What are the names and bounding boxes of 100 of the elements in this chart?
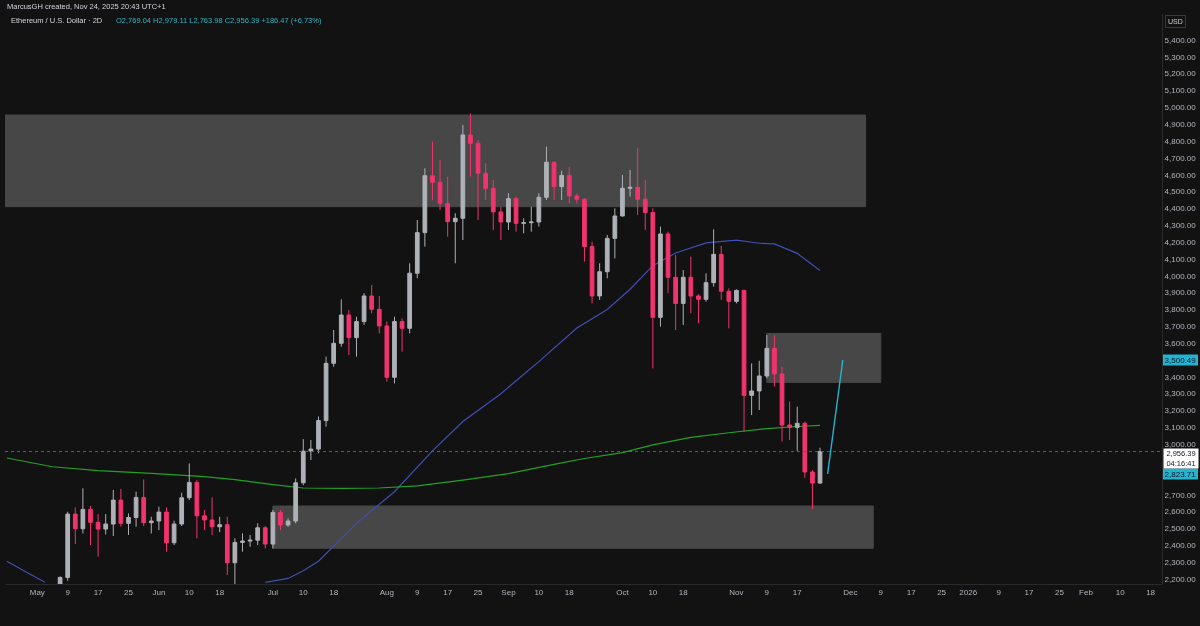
candlestick [604,234,610,279]
candlestick [794,406,800,452]
x-tick-label: Dec [843,587,858,597]
candlestick [772,334,777,388]
candlestick [171,520,177,546]
candlestick [574,192,580,204]
candlestick [278,509,283,531]
candlestick [399,317,405,353]
candlestick [194,479,200,539]
candlestick [430,141,435,201]
candlestick [80,487,86,534]
x-tick-label: 18 [329,587,339,597]
candlestick [680,269,686,326]
candlestick [156,506,162,531]
x-tick-label: 25 [937,587,947,597]
candlestick [346,309,352,356]
candlestick [65,511,71,582]
candlestick [308,439,314,461]
x-tick-label: 18 [1146,587,1156,597]
candlestick [506,192,511,231]
candlestick [566,166,572,204]
candlestick [536,192,542,228]
candlestick [544,146,549,201]
candlestick [361,292,367,326]
candlestick [749,362,754,416]
x-tick-label: 10 [534,587,544,597]
candlestick [376,295,382,334]
candlestick [255,522,261,546]
candlestick [468,112,473,178]
candlestick [688,256,694,314]
y-tick-label: 3,000.00 [1164,440,1197,449]
candlestick [126,512,131,536]
candlestick [164,506,169,553]
y-tick-label: 4,100.00 [1164,254,1197,264]
y-tick-label: 4,200.00 [1164,237,1197,247]
candlestick [88,505,93,546]
x-tick-label: 17 [443,587,453,597]
candlestick [300,438,306,486]
candlestick [262,525,268,549]
candlestick [384,321,390,383]
x-tick-label: 2026 [959,587,978,597]
candlestick [369,284,375,314]
candlestick [103,513,109,535]
candlestick [551,161,557,201]
y-tick-label: 4,700.00 [1164,153,1197,163]
candlestick [627,169,633,198]
y-tick-label: 5,000.00 [1164,103,1197,113]
x-tick-label: 9 [996,587,1002,597]
candlestick [414,219,420,279]
x-tick-label: 17 [792,587,803,597]
candlestick [635,147,641,216]
candlestick [642,179,648,231]
y-tick-label: 3,600.00 [1164,338,1197,348]
candlestick [528,206,534,233]
candlestick [559,170,565,201]
candlestick [460,124,466,241]
candlestick [110,489,116,537]
candlestick [521,217,527,234]
y-tick-label: 3,100.00 [1164,423,1197,433]
y-tick-label: 4,500.00 [1164,187,1197,197]
y-tick-label: 3,700.00 [1164,322,1197,332]
x-tick-label: 18 [678,587,689,597]
y-tick-label: 3,200.00 [1164,406,1197,416]
candlestick [407,262,413,334]
x-tick-label: Oct [616,587,630,597]
candlestick [270,509,276,549]
y-tick-label: 2,300.00 [1164,557,1197,567]
candlestick [718,245,724,301]
candlestick [133,491,139,528]
candlestick [597,262,603,301]
candlestick [779,366,785,443]
candlestick [338,298,344,348]
candlestick [498,206,504,241]
candlestick [810,469,815,510]
candlestick [802,421,808,479]
candlestick [445,176,451,238]
candlestick [209,496,215,536]
x-tick-label: 25 [1054,587,1065,597]
candlestick [620,174,625,218]
x-tick-label: Sep [501,587,517,597]
x-tick-label: Jun [152,587,166,597]
x-tick-label: 10 [298,587,309,597]
candlestick [240,532,245,553]
candlestick [331,329,337,368]
y-tick-label: 5,100.00 [1164,86,1197,96]
candlestick [741,289,747,433]
candlestick [141,478,147,527]
candlestick [787,401,792,441]
candlestick [589,241,595,304]
candlestick [179,492,185,527]
candlestick [703,272,709,303]
y-tick-label: 5,300.00 [1164,52,1197,62]
candlestick [316,416,321,454]
candlestick [202,509,207,531]
candlestick [711,228,716,288]
candlestick [392,316,397,384]
candlestick [756,360,762,411]
y-tick-label: 4,900.00 [1164,119,1197,129]
line-series [6,424,821,489]
candlestick [323,356,329,428]
